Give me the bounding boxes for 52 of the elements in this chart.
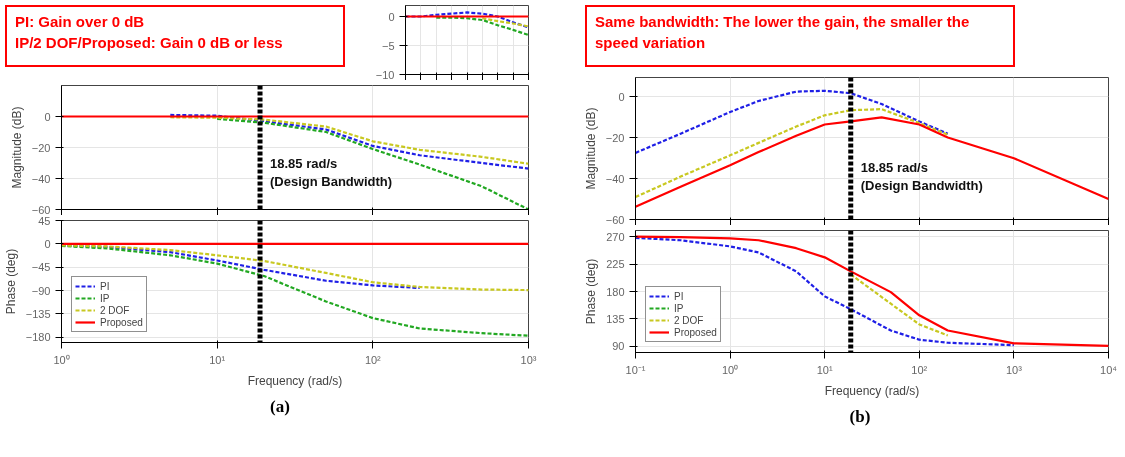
y-tick-label: −60 (605, 213, 625, 226)
x-tick-label: 10⁴ (1100, 363, 1118, 376)
text: (b) (849, 406, 871, 428)
y-tick-label: 0 (44, 110, 51, 123)
y-tick-label: −5 (381, 39, 395, 52)
legend-label: PI (100, 280, 111, 292)
y-tick-label: −45 (31, 261, 51, 274)
x-tick-label: 10² (911, 363, 928, 376)
y-axis-title: Phase (deg) (584, 258, 599, 325)
y-tick-label: 180 (606, 285, 625, 298)
y-axis-title: Phase (deg) (3, 248, 18, 315)
x-tick-label: 10³ (1005, 363, 1023, 376)
legend-label: 2 DOF (674, 314, 704, 326)
y-tick-label: −20 (31, 141, 51, 154)
y-tick-label: −135 (25, 307, 51, 320)
y-tick-label: −10 (375, 68, 395, 81)
text: Same bandwidth: The lower the gain, the smaller the speed variation (595, 12, 971, 54)
x-tick-label: 10⁰ (53, 353, 70, 366)
x-tick-label: 10² (364, 353, 382, 366)
legend-label: IP (100, 292, 111, 304)
y-tick-label: 270 (606, 230, 625, 243)
y-tick-label: −40 (605, 172, 625, 185)
y-axis-title: Magnitude (dB) (583, 107, 598, 190)
y-tick-label: −180 (25, 331, 51, 344)
y-tick-label: −20 (605, 131, 625, 144)
text: (a) (270, 396, 290, 418)
x-tick-label: 10¹ (816, 363, 833, 376)
y-tick-label: 135 (606, 312, 625, 325)
legend-label: IP (674, 302, 685, 314)
x-axis-title: Frequency (rad/s) (247, 373, 343, 388)
y-tick-label: 0 (388, 10, 395, 23)
y-tick-label: 0 (44, 237, 51, 250)
y-tick-label: 225 (606, 258, 625, 271)
legend-label: PI (674, 290, 685, 302)
legend-label: Proposed (674, 326, 717, 338)
ref-line-label: 18.85 rad/s (Design Bandwidth) (270, 155, 393, 189)
y-tick-label: −40 (31, 172, 51, 185)
y-tick-label: 90 (612, 340, 625, 353)
y-axis-title: Magnitude (dB) (9, 106, 24, 189)
x-tick-label: 10³ (520, 353, 537, 366)
x-tick-label: 10⁻¹ (625, 363, 646, 376)
text: PI: Gain over 0 dB IP/2 DOF/Proposed: Gain 0 dB or less (15, 12, 283, 54)
ref-line-label: 18.85 rad/s (Design Bandwidth) (860, 160, 983, 194)
y-tick-label: 45 (38, 214, 51, 227)
y-tick-label: 0 (618, 90, 625, 103)
y-tick-label: −60 (31, 203, 51, 216)
x-tick-label: 10⁰ (721, 363, 739, 376)
x-axis-title: Frequency (rad/s) (824, 383, 920, 398)
legend-label: 2 DOF (100, 304, 130, 316)
y-tick-label: −90 (31, 284, 51, 297)
x-tick-label: 10¹ (209, 353, 226, 366)
legend-label: Proposed (100, 316, 143, 328)
